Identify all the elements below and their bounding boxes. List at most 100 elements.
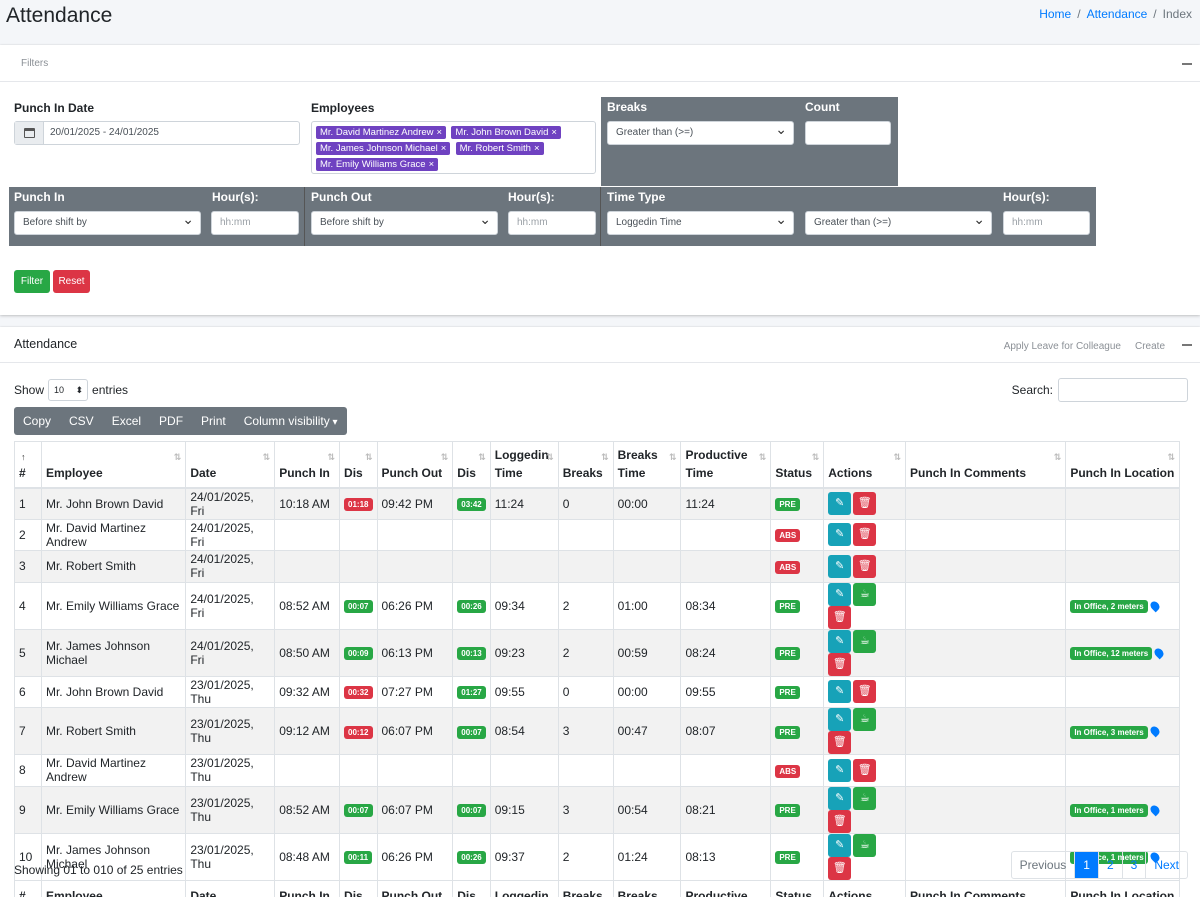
column-header[interactable]: ⇅ Punch In Location [1065, 441, 1180, 489]
column-visibility-button[interactable]: Column visibility [235, 407, 347, 435]
breaks-select[interactable]: Greater than (>=) [607, 121, 794, 145]
column-footer: Punch In Comments [905, 879, 1067, 897]
edit-icon[interactable]: ✎ [828, 523, 852, 547]
column-header[interactable]: ⇅ Loggedin Time [489, 441, 559, 489]
trash-icon[interactable]: 🗑 [853, 492, 877, 515]
edit-icon[interactable]: ✎ [828, 786, 852, 810]
column-header[interactable]: ⇅ Dis [452, 441, 491, 489]
trash-icon[interactable]: 🗑 [853, 758, 877, 782]
map-pin-icon[interactable] [1148, 724, 1162, 738]
column-header[interactable]: ⇅ Punch Out [376, 441, 454, 489]
trash-icon[interactable]: 🗑 [828, 605, 852, 629]
filters-collapse-icon[interactable] [1182, 63, 1192, 65]
trash-icon[interactable]: 🗑 [853, 680, 877, 704]
status-badge: PRE [775, 600, 800, 613]
punch-in-date-field[interactable]: 20/01/2025 - 24/01/2025 [14, 121, 300, 145]
trash-icon[interactable]: 🗑 [828, 652, 852, 676]
edit-icon[interactable]: ✎ [828, 582, 852, 606]
apply-leave-link[interactable]: Apply Leave for Colleague [1003, 341, 1121, 352]
pagination-next[interactable]: Next [1145, 852, 1187, 878]
column-header[interactable]: ⇅ Punch In [274, 441, 341, 489]
excel-button[interactable]: Excel [111, 414, 142, 428]
actions-cell: ✎ ☕🗑 [823, 832, 907, 881]
edit-icon[interactable]: ✎ [828, 833, 852, 857]
punch-out-select[interactable]: Before shift by [311, 211, 498, 235]
column-header[interactable]: ↑ # [14, 441, 42, 489]
status-cell: PRE [770, 675, 825, 708]
loggedin-time: 09:34 [489, 581, 559, 630]
trash-icon[interactable]: 🗑 [828, 731, 852, 754]
coffee-icon[interactable]: ☕ [853, 629, 877, 653]
trash-icon[interactable]: 🗑 [828, 809, 852, 833]
pdf-button[interactable]: PDF [159, 414, 184, 428]
page-header: Attendance Home / Attendance / Index [0, 0, 1200, 38]
column-header[interactable]: ⇅ Productive Time [680, 441, 772, 489]
column-footer: Punch Out [376, 879, 454, 897]
column-header[interactable]: ⇅ Breaks [557, 441, 614, 489]
edit-icon[interactable]: ✎ [828, 758, 852, 782]
reset-button[interactable]: Reset [53, 270, 90, 293]
csv-button[interactable]: CSV [69, 414, 94, 428]
column-header[interactable]: ⇅ Breaks Time [612, 441, 682, 489]
coffee-icon[interactable]: ☕ [853, 833, 877, 857]
search-input[interactable] [1058, 378, 1188, 402]
column-header-label: Breaks Time [617, 447, 658, 480]
coffee-icon[interactable]: ☕ [853, 786, 877, 810]
copy-button[interactable]: Copy [23, 414, 52, 428]
column-header-label: Date [190, 465, 217, 480]
edit-icon[interactable]: ✎ [828, 680, 852, 704]
breadcrumb-home[interactable]: Home [1039, 7, 1072, 21]
punch-in-hours-input[interactable]: hh:mm [211, 211, 299, 235]
pagination-page-2[interactable]: 2 [1097, 852, 1122, 878]
punch-in-select[interactable]: Before shift by [14, 211, 201, 235]
column-header[interactable]: ⇅ Employee [40, 441, 187, 489]
attendance-collapse-icon[interactable] [1182, 344, 1192, 346]
create-link[interactable]: Create [1134, 341, 1165, 352]
coffee-icon[interactable]: ☕ [853, 582, 877, 606]
breadcrumb-attendance[interactable]: Attendance [1086, 7, 1148, 21]
trash-icon[interactable]: 🗑 [828, 856, 852, 880]
filter-button[interactable]: Filter [14, 270, 50, 293]
edit-icon[interactable]: ✎ [828, 554, 852, 578]
chip-remove-icon[interactable]: × [428, 159, 435, 170]
map-pin-icon[interactable] [1152, 646, 1166, 660]
column-header-label: Loggedin Time [494, 447, 549, 480]
column-header[interactable]: ⇅ Status [770, 441, 825, 489]
pagination-page-3[interactable]: 3 [1121, 852, 1146, 878]
edit-icon[interactable]: ✎ [828, 492, 852, 515]
chip-remove-icon[interactable]: × [551, 127, 557, 138]
chip-remove-icon[interactable]: × [440, 143, 447, 154]
map-pin-icon[interactable] [1148, 599, 1162, 613]
pagination-previous[interactable]: Previous [1019, 858, 1067, 872]
print-button[interactable]: Print [201, 414, 226, 428]
employees-multiselect[interactable]: Mr. David Martinez Andrew × Mr. John Brow… [311, 121, 596, 174]
chip-remove-icon[interactable]: × [436, 127, 443, 138]
punch-in-time: 09:12 AM [274, 707, 341, 755]
edit-icon[interactable]: ✎ [828, 629, 852, 653]
pagination-page-1[interactable]: 1 [1074, 852, 1098, 878]
column-footer: Status [770, 879, 825, 897]
count-label: Count [805, 100, 840, 114]
time-type-hours-input[interactable]: hh:mm [1003, 211, 1090, 235]
entries-length-select[interactable]: 10 [48, 379, 89, 401]
column-header[interactable]: ⇅ Date [185, 441, 276, 489]
trash-icon[interactable]: 🗑 [853, 523, 877, 547]
location-badge: In Office, 1 meters [1070, 804, 1148, 817]
count-input[interactable] [805, 121, 891, 145]
punch-out-discrepancy-cell: 00:13 [452, 628, 491, 677]
chip-remove-icon[interactable]: × [533, 143, 540, 154]
punch-out-hours-input[interactable]: hh:mm [508, 211, 596, 235]
time-type-comparison-select[interactable]: Greater than (>=) [805, 211, 992, 235]
edit-icon[interactable]: ✎ [828, 708, 852, 731]
column-header[interactable]: ⇅ Actions [823, 441, 907, 489]
column-header[interactable]: ⇅ Dis [339, 441, 378, 489]
coffee-icon[interactable]: ☕ [853, 708, 877, 731]
table-footer-row: # Employee Date Punch In Dis Punch Out Dis Logg… [14, 879, 1180, 897]
map-pin-icon[interactable] [1148, 803, 1162, 817]
time-type-select[interactable]: Loggedin Time [607, 211, 794, 235]
punch-in-discrepancy-badge: 00:11 [344, 851, 373, 864]
column-header[interactable]: ⇅ Punch In Comments [905, 441, 1067, 489]
trash-icon[interactable]: 🗑 [853, 554, 877, 578]
loggedin-time [489, 754, 559, 787]
punch-out-time: 06:26 PM [376, 581, 454, 630]
